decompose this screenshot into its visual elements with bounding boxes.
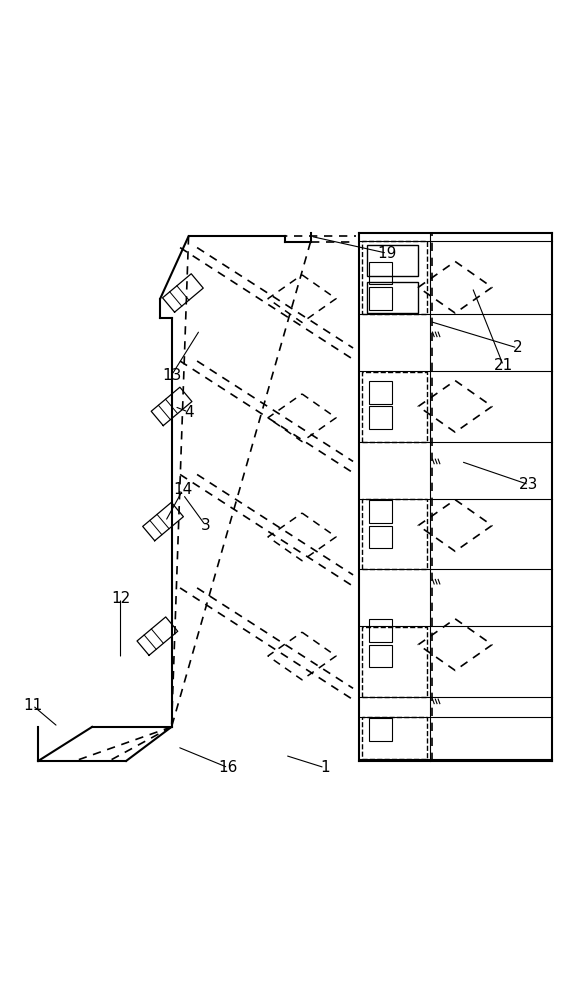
Bar bbox=[361, 627, 427, 697]
Bar bbox=[361, 241, 427, 314]
Bar bbox=[369, 718, 392, 741]
Bar bbox=[369, 406, 392, 429]
Text: 21: 21 bbox=[494, 358, 513, 373]
Bar bbox=[369, 526, 392, 548]
Bar bbox=[369, 381, 392, 404]
Text: 19: 19 bbox=[377, 246, 397, 261]
Bar bbox=[361, 499, 427, 569]
Text: 16: 16 bbox=[218, 760, 238, 775]
Text: 1: 1 bbox=[320, 760, 329, 775]
Text: 23: 23 bbox=[519, 477, 539, 492]
Bar bbox=[367, 245, 418, 276]
Bar bbox=[369, 619, 392, 642]
Bar bbox=[369, 262, 392, 284]
Text: 12: 12 bbox=[111, 591, 130, 606]
Bar bbox=[361, 372, 427, 442]
Bar bbox=[369, 287, 392, 310]
Text: 2: 2 bbox=[513, 340, 522, 355]
Bar bbox=[369, 645, 392, 667]
Bar bbox=[369, 500, 392, 523]
Text: 4: 4 bbox=[184, 405, 193, 420]
Text: 3: 3 bbox=[201, 518, 210, 533]
Text: 11: 11 bbox=[23, 698, 42, 713]
Text: 14: 14 bbox=[173, 482, 193, 497]
Bar bbox=[367, 282, 418, 313]
Bar bbox=[361, 717, 427, 759]
Text: 13: 13 bbox=[162, 368, 181, 383]
